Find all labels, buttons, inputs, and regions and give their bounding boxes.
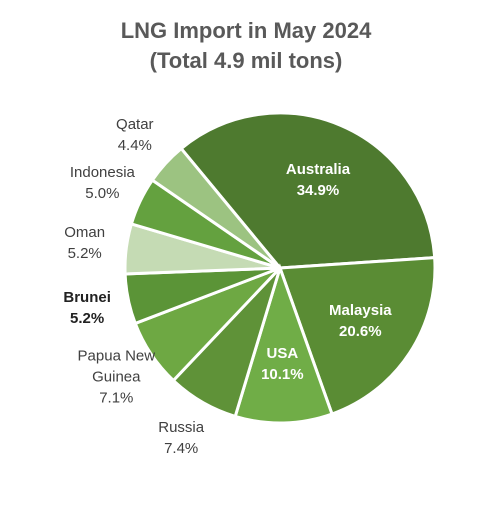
data-label: Indonesia 5.0% xyxy=(54,162,150,204)
chart-subtitle: (Total 4.9 mil tons) xyxy=(149,48,343,73)
data-label: USA 10.1% xyxy=(234,343,330,385)
value-label: 10.1% xyxy=(261,366,304,384)
data-label: Papua New Guinea 7.1% xyxy=(68,346,164,409)
value-label: 34.9% xyxy=(296,181,340,199)
category-label: Oman xyxy=(64,224,106,242)
value-label: 5.0% xyxy=(85,185,120,203)
data-label: Oman 5.2% xyxy=(37,222,133,264)
pie-slice xyxy=(150,146,282,270)
value-label: 4.4% xyxy=(117,137,152,155)
data-label: Malaysia 20.6% xyxy=(312,300,408,342)
category-label: Papua New Guinea xyxy=(77,347,156,386)
category-label: Russia xyxy=(158,419,205,437)
pie-slice xyxy=(179,111,437,270)
value-label: 5.2% xyxy=(70,309,105,327)
category-label: Indonesia xyxy=(69,164,135,182)
value-label: 5.2% xyxy=(67,245,102,263)
value-label: 20.6% xyxy=(339,322,382,340)
category-label: Malaysia xyxy=(329,301,392,319)
category-label: Brunei xyxy=(63,288,111,306)
category-label: Qatar xyxy=(116,116,154,134)
value-label: 7.4% xyxy=(164,440,199,458)
value-label: 7.1% xyxy=(99,389,134,407)
data-label: Qatar 4.4% xyxy=(87,114,183,156)
category-label: USA xyxy=(266,345,299,363)
data-label: Russia 7.4% xyxy=(133,417,229,459)
data-label: Australia 34.9% xyxy=(270,159,366,201)
data-label: Brunei 5.2% xyxy=(39,287,135,329)
category-label: Australia xyxy=(285,160,351,178)
pie-slice xyxy=(233,263,334,425)
chart-title: LNG Import in May 2024 xyxy=(120,18,372,43)
